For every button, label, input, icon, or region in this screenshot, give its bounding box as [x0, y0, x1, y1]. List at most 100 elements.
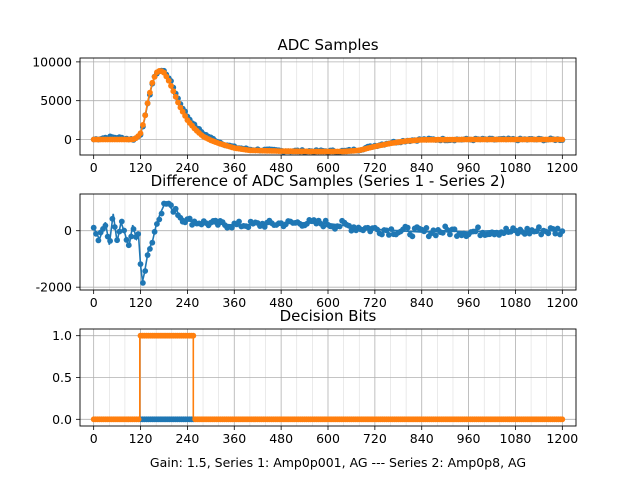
- difference-series-1-marker: [261, 224, 268, 230]
- difference-series-1-marker: [158, 210, 165, 217]
- difference-series-1-marker: [423, 225, 430, 231]
- decision-bits-panel: 0 120 240 360 480 600 720 840 960 1080 1200 0.0 0.5 1…: [52, 307, 578, 446]
- adc-samples-series-2-marker: [140, 122, 146, 128]
- difference-x-tick-label: 720: [363, 295, 387, 310]
- adc-samples-x-tick-label: 120: [129, 160, 153, 175]
- difference-series-1-marker: [172, 205, 179, 212]
- adc-samples-series-2-marker: [147, 89, 153, 96]
- decision-bits-x-tick-label: 120: [129, 431, 153, 446]
- difference-series-1-marker: [168, 202, 174, 209]
- difference-series-1-marker: [386, 232, 392, 238]
- difference-series-1-marker: [147, 246, 153, 252]
- decision-bits-series-2-marker: [190, 332, 197, 339]
- difference-series-1-marker: [444, 227, 451, 233]
- adc-samples-series-2-marker: [151, 73, 158, 80]
- difference-series-1-marker: [109, 215, 116, 222]
- difference-series-1-marker: [140, 280, 146, 286]
- difference-series-1-marker: [545, 230, 552, 237]
- difference-series-1-marker: [524, 225, 531, 232]
- difference-y-tick-label: -2000: [36, 280, 72, 295]
- decision-bits-x-tick-label: 0: [90, 431, 98, 446]
- decision-bits-y-tick-label: 0.5: [52, 370, 72, 385]
- adc-samples-y-tick-label: 5000: [40, 93, 72, 108]
- difference-series-1-marker: [128, 233, 135, 240]
- adc-samples-series-2-marker: [137, 130, 144, 137]
- difference-series-1-marker: [536, 224, 542, 231]
- difference-series-1-marker: [451, 226, 458, 233]
- decision-bits-x-tick-label: 240: [175, 431, 199, 446]
- difference-y-tick-label: 0: [64, 223, 72, 238]
- difference-series-1-marker: [121, 227, 127, 234]
- difference-series-1-marker: [137, 261, 144, 267]
- difference-x-tick-label: 960: [457, 295, 481, 310]
- adc-samples-x-tick-label: 360: [222, 160, 246, 175]
- difference-series-1-marker: [130, 226, 137, 232]
- difference-title: Difference of ADC Samples (Series 1 - Se…: [151, 172, 506, 190]
- difference-series-1-marker: [409, 233, 416, 240]
- decision-bits-axes-frame: [79, 328, 577, 427]
- difference-series-1-marker: [125, 242, 132, 249]
- difference-x-tick-label: 1200: [546, 295, 578, 310]
- difference-series-1-marker: [336, 223, 343, 230]
- difference-x-tick-label: 600: [316, 295, 340, 310]
- x-axis-label: Gain: 1.5, Series 1: Amp0p001, AG --- Se…: [150, 455, 526, 470]
- difference-series-1-marker: [236, 218, 242, 225]
- adc-samples-series-2-marker: [172, 93, 179, 100]
- adc-samples-series-2-marker: [149, 79, 156, 86]
- difference-series-1-marker: [90, 224, 97, 231]
- difference-series-1-marker: [346, 222, 352, 229]
- decision-bits-x-tick-label: 1080: [500, 431, 532, 446]
- difference-series-1-marker: [404, 224, 411, 231]
- difference-series-1-marker: [156, 216, 163, 223]
- difference-series-1-marker: [111, 224, 118, 230]
- decision-bits-x-tick-label: 1200: [546, 431, 578, 446]
- decision-bits-title: Decision Bits: [280, 307, 377, 325]
- decision-bits-x-tick-label: 720: [363, 431, 387, 446]
- difference-series-1-marker: [135, 231, 142, 237]
- difference-series-1-marker: [142, 268, 149, 274]
- difference-panel: 0 120 240 360 480 600 720 840 960 1080 1200 -2000 0 D…: [36, 172, 579, 310]
- difference-series-1-marker: [95, 237, 102, 244]
- difference-series-1-marker: [447, 231, 453, 238]
- difference-series-1-marker: [93, 230, 99, 237]
- difference-series-1-marker: [186, 215, 193, 222]
- adc-samples-series-2-marker: [175, 99, 181, 106]
- difference-series-1-marker: [123, 237, 130, 243]
- adc-samples-series-2-marker: [179, 108, 186, 115]
- decision-bits-series-2-marker: [135, 416, 142, 423]
- adc-samples-series-2-marker: [165, 77, 172, 84]
- difference-x-tick-label: 840: [410, 295, 434, 310]
- difference-series-1-marker: [475, 224, 481, 231]
- adc-samples-panel: 0 120 240 360 480 600 720 840 960 1080 1200 0 5000 10…: [32, 36, 578, 175]
- adc-samples-series-2-marker: [163, 73, 170, 80]
- adc-samples-y-tick-label: 0: [64, 132, 72, 147]
- adc-samples-x-tick-label: 1080: [500, 160, 532, 175]
- difference-x-tick-label: 240: [175, 295, 199, 310]
- decision-bits-series-2-marker: [559, 416, 566, 423]
- difference-series-1-marker: [114, 237, 120, 244]
- difference-series-1-marker: [104, 233, 111, 240]
- adc-samples-x-tick-label: 960: [457, 160, 481, 175]
- difference-series-1-marker: [383, 227, 390, 234]
- adc-samples-series-2-marker: [170, 88, 177, 95]
- adc-samples-series-2-marker: [144, 100, 151, 107]
- difference-series-1-marker: [432, 232, 439, 239]
- adc-samples-x-tick-label: 240: [175, 160, 199, 175]
- difference-x-tick-label: 360: [222, 295, 246, 310]
- decision-bits-x-tick-label: 840: [410, 431, 434, 446]
- difference-series-1-marker: [118, 218, 125, 225]
- difference-series-1-marker: [151, 228, 158, 235]
- difference-axes-frame: [79, 193, 577, 291]
- difference-series-1-marker: [550, 226, 556, 232]
- difference-x-tick-label: 1080: [500, 295, 532, 310]
- difference-x-tick-label: 0: [90, 295, 98, 310]
- difference-series-1-marker: [559, 228, 566, 235]
- difference-series-1-marker: [439, 229, 446, 236]
- adc-samples-x-tick-label: 480: [269, 160, 293, 175]
- difference-series-1-marker: [552, 230, 559, 237]
- difference-series-1-marker: [102, 222, 109, 229]
- difference-series-1-marker: [430, 227, 437, 234]
- adc-samples-x-tick-label: 840: [410, 160, 434, 175]
- decision-bits-x-tick-label: 480: [269, 431, 293, 446]
